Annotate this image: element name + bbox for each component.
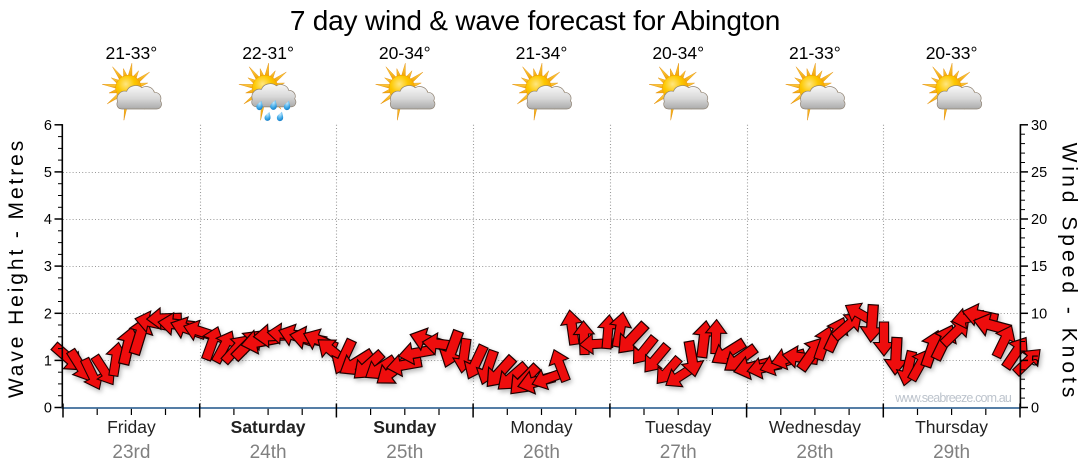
svg-text:20-33°: 20-33°	[926, 43, 978, 63]
svg-text:3: 3	[44, 259, 52, 275]
svg-text:1: 1	[44, 353, 52, 369]
svg-text:20-34°: 20-34°	[652, 43, 704, 63]
svg-text:25th: 25th	[386, 442, 423, 463]
svg-text:21-34°: 21-34°	[516, 43, 568, 63]
svg-text:26th: 26th	[523, 442, 560, 463]
svg-text:7 day wind & wave forecast for: 7 day wind & wave forecast for Abington	[290, 5, 780, 36]
svg-text:Sunday: Sunday	[373, 417, 436, 437]
svg-text:10: 10	[1031, 306, 1047, 322]
svg-text:15: 15	[1031, 259, 1047, 275]
svg-text:6: 6	[44, 118, 52, 134]
svg-text:Tuesday: Tuesday	[645, 417, 712, 437]
svg-text:24th: 24th	[250, 442, 287, 463]
svg-text:22-31°: 22-31°	[242, 43, 294, 63]
svg-text:28th: 28th	[796, 442, 833, 463]
svg-text:29th: 29th	[933, 442, 970, 463]
svg-text:25: 25	[1031, 165, 1047, 181]
svg-text:Friday: Friday	[107, 417, 156, 437]
svg-text:21-33°: 21-33°	[106, 43, 158, 63]
svg-text:27th: 27th	[660, 442, 697, 463]
svg-text:Thursday: Thursday	[915, 417, 988, 437]
svg-text:Wind Speed - Knots: Wind Speed - Knots	[1058, 143, 1080, 402]
svg-text:Wednesday: Wednesday	[769, 417, 861, 437]
svg-text:5: 5	[44, 165, 52, 181]
svg-text:30: 30	[1031, 118, 1047, 134]
svg-text:0: 0	[1031, 401, 1039, 417]
svg-text:Saturday: Saturday	[231, 417, 306, 437]
svg-text:4: 4	[44, 212, 52, 228]
svg-text:21-33°: 21-33°	[789, 43, 841, 63]
svg-text:0: 0	[44, 401, 52, 417]
svg-text:20-34°: 20-34°	[379, 43, 431, 63]
svg-text:Wave Height - Metres: Wave Height - Metres	[5, 138, 28, 398]
svg-text:www.seabreeze.com.au: www.seabreeze.com.au	[894, 391, 1012, 405]
svg-text:5: 5	[1031, 353, 1039, 369]
svg-text:20: 20	[1031, 212, 1047, 228]
svg-text:23rd: 23rd	[112, 442, 150, 463]
svg-text:2: 2	[44, 306, 52, 322]
svg-text:Monday: Monday	[510, 417, 573, 437]
